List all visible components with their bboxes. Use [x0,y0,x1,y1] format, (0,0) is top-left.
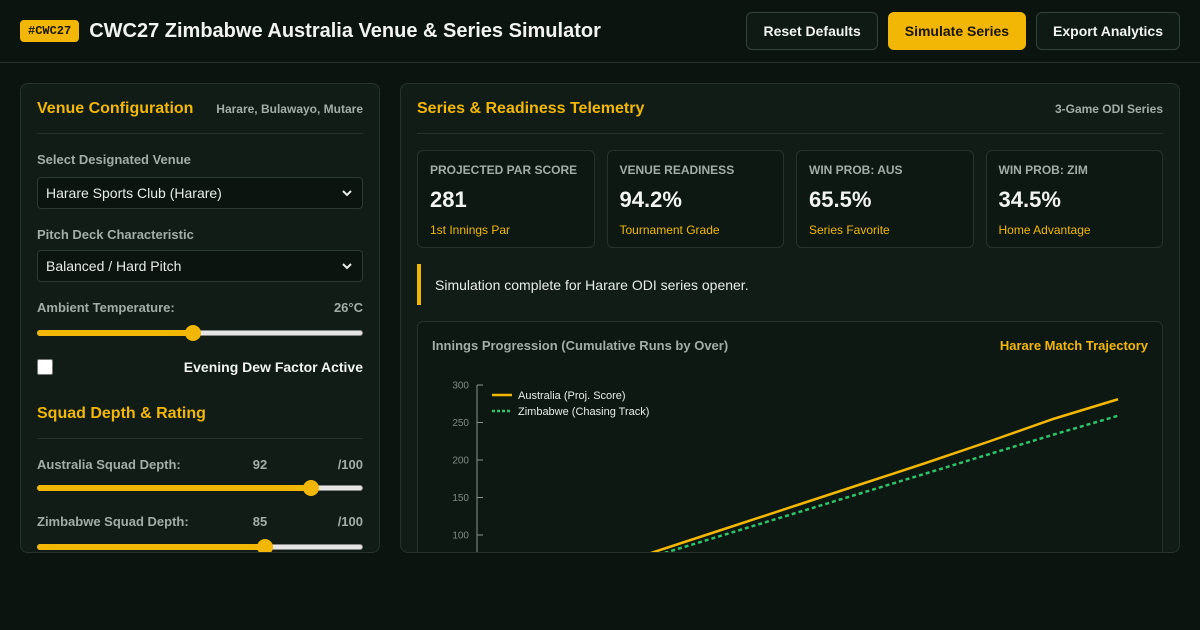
metric-card-value: 34.5% [998,187,1061,212]
reset-defaults-button[interactable]: Reset Defaults [746,12,878,50]
y-tick-label: 200 [452,456,469,467]
metric-card-win-prob-zim: WIN PROB: ZIM 34.5% Home Advantage [985,150,1163,248]
tournament-badge: #CWC27 [20,20,80,42]
metric-card-par-score: PROJECTED PAR SCORE 281 1st Innings Par [417,150,595,248]
metric-cards: PROJECTED PAR SCORE 281 1st Innings Par … [417,150,1163,248]
metric-card-title: PROJECTED PAR SCORE [430,163,578,177]
slider-fill [37,330,194,336]
innings-line-chart: 50100150200250300Australia (Proj. Score)… [452,381,1119,552]
simulate-series-button[interactable]: Simulate Series [887,12,1027,50]
export-analytics-button[interactable]: Export Analytics [1036,12,1180,50]
metric-card-title: VENUE READINESS [619,163,735,177]
chevron-down-icon [342,190,352,197]
app-header: #CWC27 CWC27 Zimbabwe Australia Venue & … [0,0,1200,63]
metric-card-value: 94.2% [619,187,682,212]
legend-label: Australia (Proj. Score) [518,390,626,402]
simulation-notice: Simulation complete for Harare ODI serie… [417,264,1163,305]
venue-config-panel: Venue Configuration Harare, Bulawayo, Mu… [20,83,380,553]
y-tick-label: 250 [452,418,469,429]
pitch-select-label: Pitch Deck Characteristic [37,227,194,242]
y-tick-label: 150 [452,493,469,504]
metric-card-venue-readiness: VENUE READINESS 94.2% Tournament Grade [606,150,784,248]
metric-card-title: WIN PROB: ZIM [998,163,1088,177]
slider-thumb[interactable] [257,539,274,552]
dew-factor-checkbox[interactable] [37,359,53,375]
metric-card-sub: 1st Innings Par [430,223,511,237]
innings-chart-card: Innings Progression (Cumulative Runs by … [417,321,1163,552]
venue-select-value: Harare Sports Club (Harare) [46,185,222,201]
zim-squad-slider[interactable] [37,539,363,552]
series-line-australia [650,398,1119,552]
chart-subtitle: Harare Match Trajectory [999,338,1148,353]
aus-squad-slider[interactable] [37,480,363,496]
metric-card-sub: Home Advantage [998,223,1091,237]
metric-card-title: WIN PROB: AUS [809,163,903,177]
pitch-select[interactable]: Balanced / Hard Pitch [37,250,363,282]
metric-card-win-prob-aus: WIN PROB: AUS 65.5% Series Favorite [796,150,974,248]
temperature-slider[interactable] [37,325,363,341]
zim-squad-max: /100 [337,514,363,529]
aus-squad-label: Australia Squad Depth: [37,457,181,472]
zim-squad-value: 85 [252,514,268,529]
metric-card-value: 281 [430,187,467,212]
venue-select[interactable]: Harare Sports Club (Harare) [37,177,363,209]
venue-select-label: Select Designated Venue [37,152,191,167]
chart-title: Innings Progression (Cumulative Runs by … [432,338,729,353]
squad-section-title: Squad Depth & Rating [37,404,206,422]
temperature-label: Ambient Temperature: [37,300,175,315]
series-line-zimbabwe [663,414,1119,552]
venue-panel-title: Venue Configuration [37,99,194,117]
y-tick-label: 100 [452,531,469,542]
legend-label: Zimbabwe (Chasing Track) [518,406,649,418]
venue-panel-header: Venue Configuration Harare, Bulawayo, Mu… [37,84,363,134]
series-format: 3-Game ODI Series [1054,101,1163,116]
metric-card-value: 65.5% [809,187,872,212]
slider-thumb[interactable] [185,325,202,341]
telemetry-panel-header: Series & Readiness Telemetry 3-Game ODI … [417,84,1163,134]
venue-cities: Harare, Bulawayo, Mutare [216,101,363,116]
slider-thumb[interactable] [302,480,319,496]
y-tick-label: 300 [452,381,469,392]
app-title: CWC27 Zimbabwe Australia Venue & Series … [89,19,601,42]
temperature-value: 26°C [333,300,363,315]
aus-squad-max: /100 [337,457,363,472]
header-actions: Reset Defaults Simulate Series Export An… [746,12,1180,50]
slider-fill [37,544,266,550]
metric-card-sub: Tournament Grade [619,223,720,237]
chevron-down-icon [342,263,352,270]
telemetry-title: Series & Readiness Telemetry [417,99,645,117]
aus-squad-value: 92 [252,457,268,472]
metric-card-sub: Series Favorite [809,223,890,237]
slider-fill [37,485,311,491]
pitch-select-value: Balanced / Hard Pitch [46,258,182,274]
squad-section-header: Squad Depth & Rating [37,389,363,439]
zim-squad-label: Zimbabwe Squad Depth: [37,514,189,529]
telemetry-panel: Series & Readiness Telemetry 3-Game ODI … [400,83,1180,553]
dew-factor-label: Evening Dew Factor Active [183,359,363,375]
